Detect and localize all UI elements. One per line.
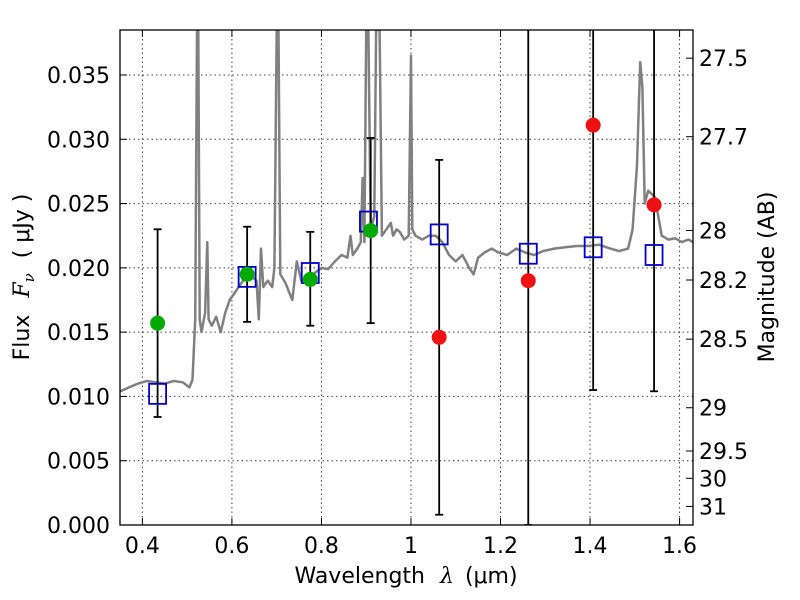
magnitude-tick-label: 31 <box>699 495 727 520</box>
model-photometry-box <box>429 223 449 246</box>
y-tick-label: 0.025 <box>47 193 110 218</box>
x-axis-title: Wavelength λ (μm) <box>294 564 517 589</box>
model-photometry-box <box>148 382 168 405</box>
magnitude-tick-label: 28.2 <box>699 269 748 294</box>
y-tick-label: 0.015 <box>47 321 110 346</box>
x-tick-label: 0.4 <box>125 534 160 559</box>
model-photometry-box <box>518 242 538 265</box>
x-tick-label: 1.6 <box>662 534 697 559</box>
y2-axis-title: Magnitude (AB) <box>755 192 780 363</box>
model-spectrum-line <box>120 30 693 393</box>
detection-point <box>150 315 166 331</box>
non-detection-point <box>520 273 536 289</box>
y-axis-title: Flux Fν ( μJy ) <box>10 194 40 361</box>
detection-point <box>363 223 379 239</box>
x-tick-label: 1.2 <box>483 534 518 559</box>
non-detection-point <box>646 197 662 213</box>
y-tick-label: 0.030 <box>47 128 110 153</box>
y-tick-label: 0.035 <box>47 64 110 89</box>
plot-area <box>120 30 693 525</box>
detection-point <box>239 266 255 282</box>
y-tick-label: 0.010 <box>47 385 110 410</box>
magnitude-tick-label: 29 <box>699 397 727 422</box>
plot-frame <box>119 29 694 526</box>
y-tick-label: 0.020 <box>47 257 110 282</box>
magnitude-tick-label: 28.5 <box>699 328 748 353</box>
non-detection-point <box>431 329 447 345</box>
magnitude-tick-label: 30 <box>699 467 727 492</box>
model-photometry-box <box>583 236 603 259</box>
magnitude-tick-label: 27.5 <box>699 47 748 72</box>
detection-point <box>302 271 318 287</box>
y-tick-label: 0.005 <box>47 450 110 475</box>
model-photometry-box <box>644 244 664 266</box>
magnitude-tick-label: 27.7 <box>699 126 748 151</box>
y-tick-label: 0.000 <box>47 514 110 539</box>
magnitude-tick-label: 29.5 <box>699 440 748 465</box>
magnitude-tick-label: 28 <box>699 219 727 244</box>
axes: 0.4 0.6 0.8 1 1.2 1.4 1.6 0.000 0.005 0.010 0.015 0… <box>47 30 748 559</box>
x-tick-label: 1.4 <box>573 534 608 559</box>
x-tick-label: 1 <box>404 534 418 559</box>
x-tick-label: 0.6 <box>214 534 249 559</box>
x-tick-label: 0.8 <box>304 534 339 559</box>
non-detection-point <box>585 117 601 133</box>
